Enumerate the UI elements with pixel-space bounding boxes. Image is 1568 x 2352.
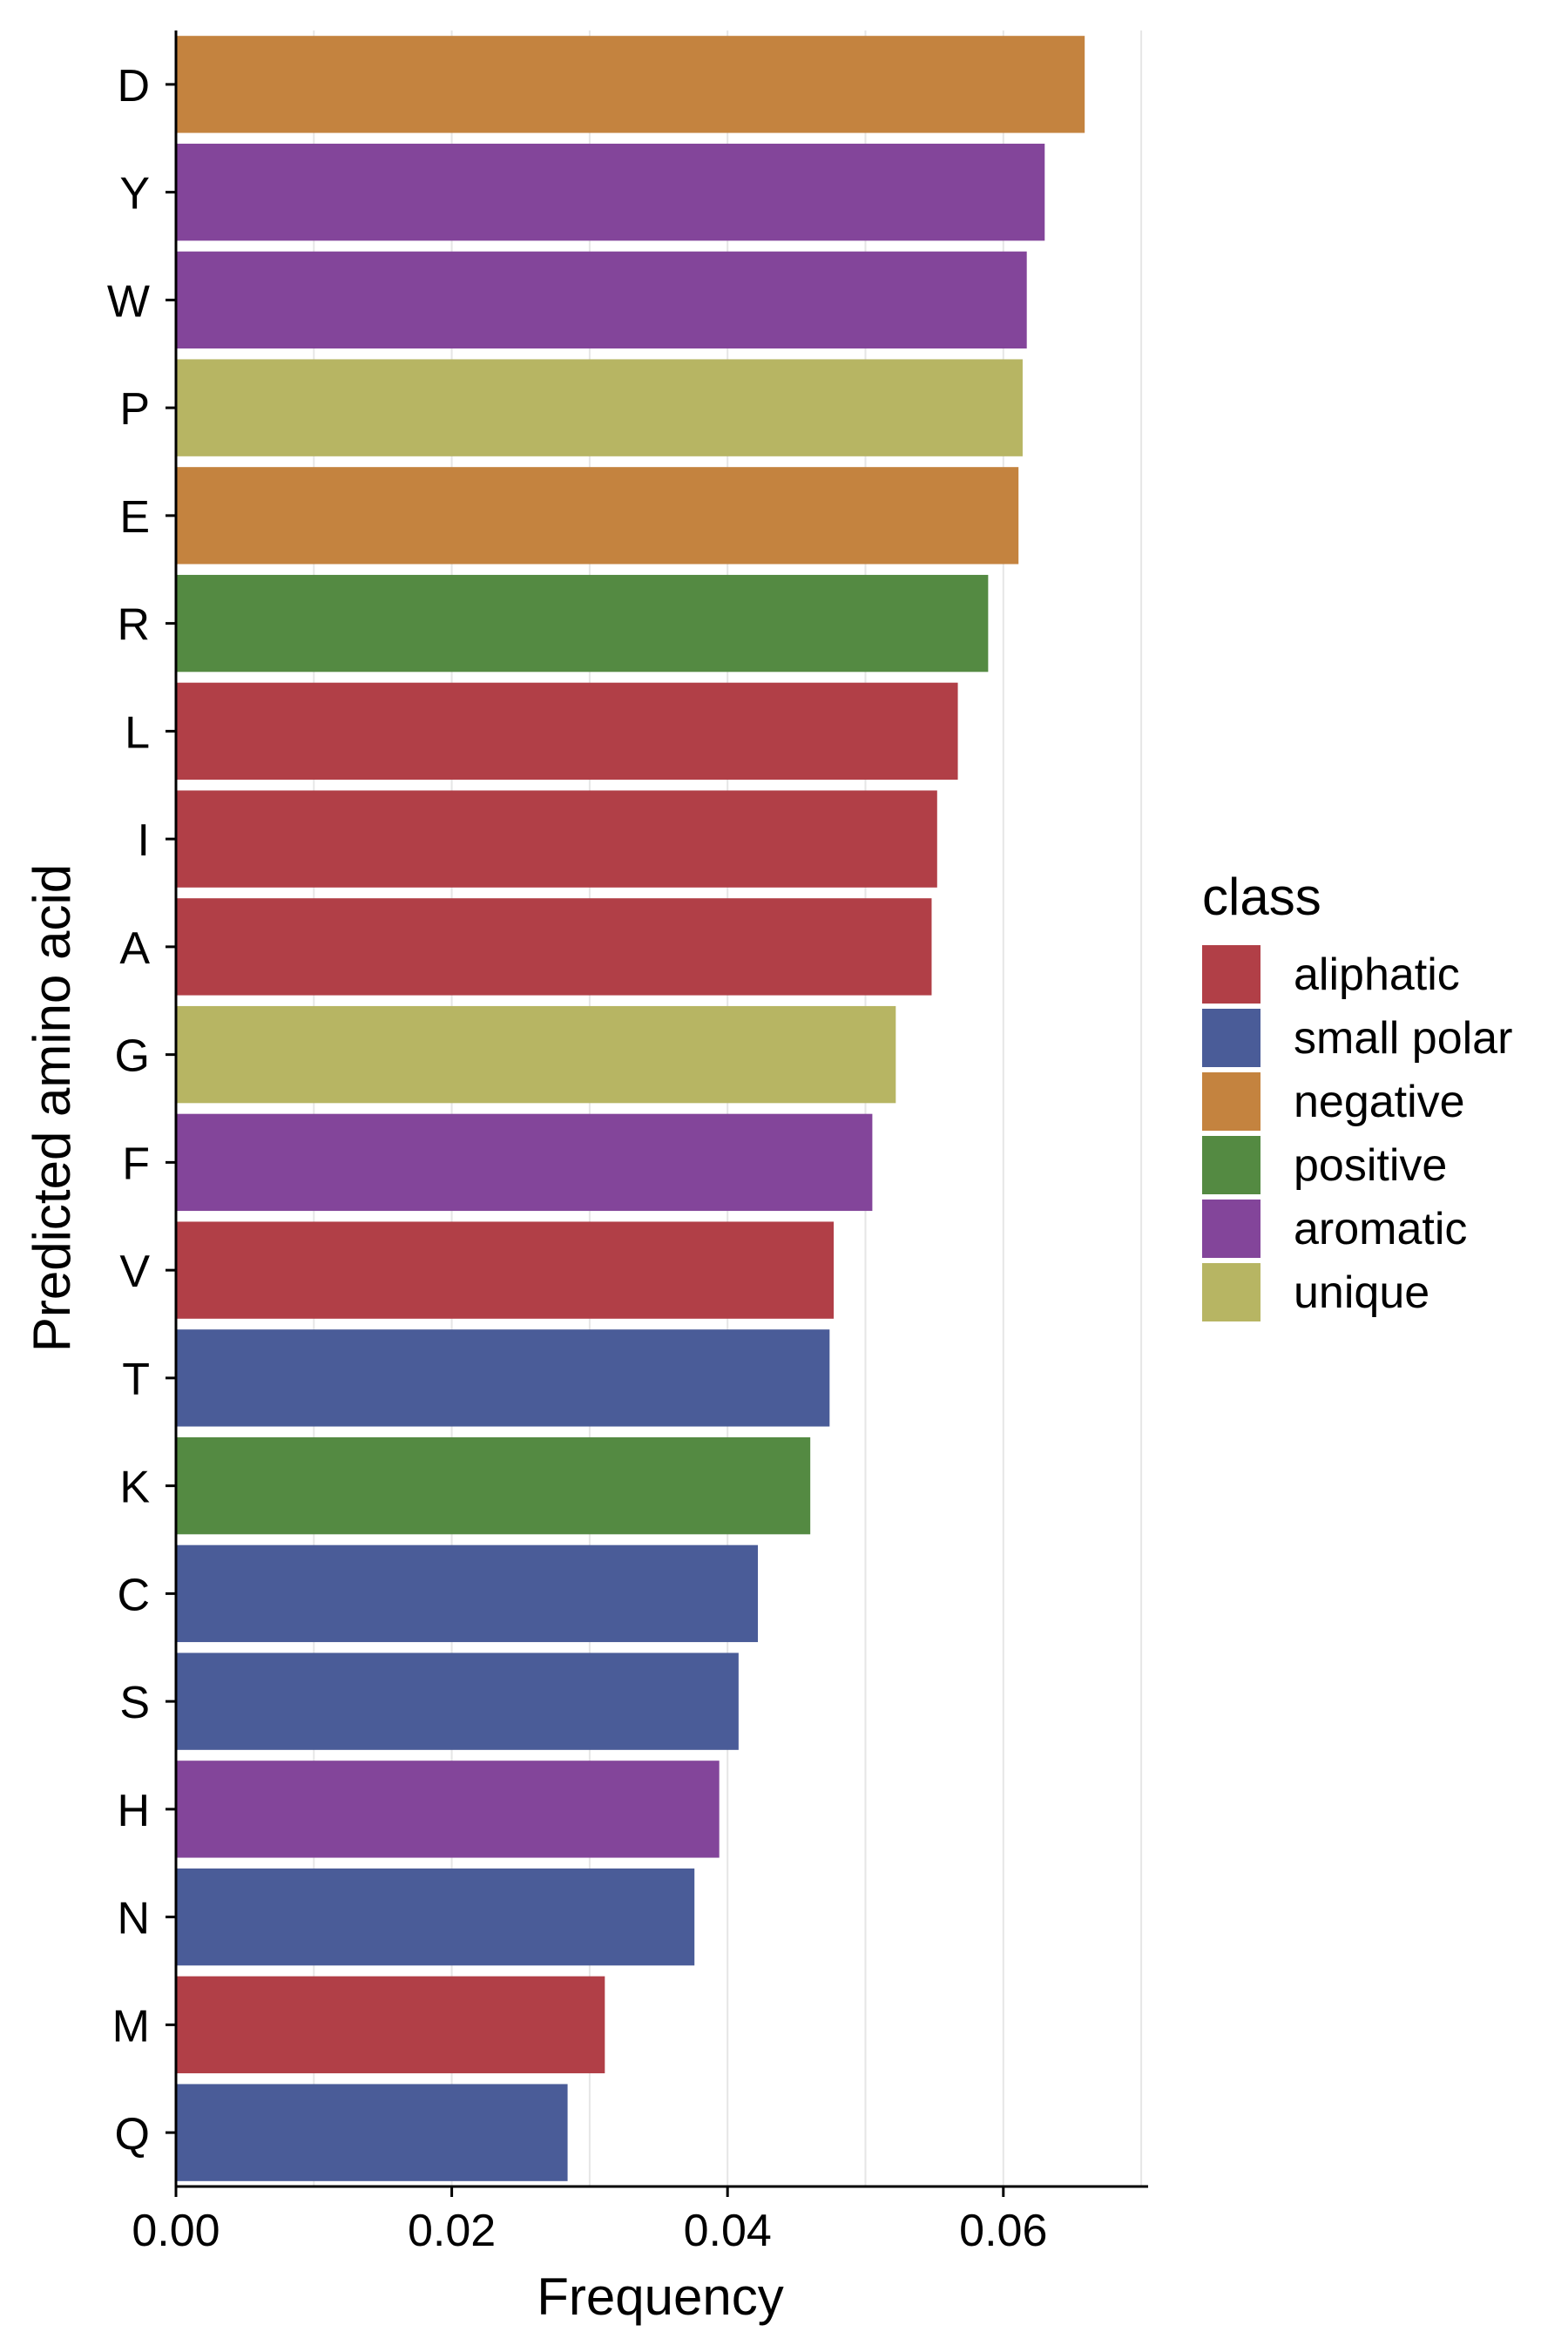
y-tick-label: F	[122, 1139, 150, 1189]
x-axis-label: Frequency	[537, 2268, 783, 2326]
legend-swatch	[1202, 945, 1260, 1004]
y-tick-label: E	[119, 492, 150, 543]
bar-L	[176, 682, 958, 781]
y-tick-label: L	[125, 707, 150, 758]
x-tick-label: 0.02	[408, 2206, 496, 2256]
y-tick-label: Q	[115, 2109, 150, 2159]
legend-swatch	[1202, 1072, 1260, 1131]
y-tick-label: C	[117, 1570, 150, 1620]
x-tick-label: 0.06	[959, 2206, 1047, 2256]
bar-M	[176, 1976, 605, 2074]
legend-label: aliphatic	[1294, 949, 1460, 1000]
grid-lines	[175, 30, 1143, 2186]
y-tick-label: V	[119, 1247, 150, 1297]
y-tick-label: A	[119, 923, 150, 974]
legend-label: negative	[1294, 1076, 1465, 1127]
bar-K	[176, 1436, 811, 1535]
legend-label: aromatic	[1294, 1203, 1468, 1254]
x-tick-label: 0.00	[132, 2206, 220, 2256]
y-tick-label: T	[122, 1355, 150, 1405]
bar-V	[176, 1221, 835, 1319]
y-tick-label: N	[117, 1894, 150, 1944]
legend-swatch	[1202, 1136, 1260, 1194]
legend-label: unique	[1294, 1267, 1430, 1318]
bar-Q	[176, 2084, 568, 2181]
y-tick-label: M	[112, 2001, 150, 2051]
bar-F	[176, 1113, 873, 1212]
bar-W	[176, 251, 1027, 349]
y-ticks: D Y W P E R L I A G F V T K C S H N M Q	[107, 61, 176, 2159]
y-tick-label: Y	[119, 169, 150, 220]
bar-R	[176, 574, 989, 672]
y-tick-label: S	[119, 1678, 150, 1728]
bar-I	[176, 790, 937, 888]
legend-label: small polar	[1294, 1012, 1513, 1064]
legend-item: aromatic	[1202, 1197, 1512, 1260]
y-tick-label: D	[117, 61, 150, 112]
legend-swatch	[1202, 1009, 1260, 1067]
x-tick-label: 0.04	[684, 2206, 772, 2256]
legend-swatch	[1202, 1200, 1260, 1258]
bar-G	[176, 1005, 896, 1104]
bar-N	[176, 1868, 695, 1966]
y-tick-label: K	[119, 1463, 150, 1513]
legend: class aliphatic small polar negative positi…	[1202, 871, 1512, 1324]
bar-P	[176, 359, 1023, 456]
x-ticks: 0.00 0.02 0.04 0.06	[132, 2186, 1047, 2256]
legend-item: small polar	[1202, 1006, 1512, 1070]
axes	[174, 30, 1148, 2188]
y-tick-label: P	[119, 384, 150, 435]
y-tick-label: I	[138, 815, 150, 866]
legend-item: unique	[1202, 1260, 1512, 1324]
bar-A	[176, 898, 932, 996]
bars	[176, 36, 1085, 2181]
y-tick-label: H	[117, 1786, 150, 1836]
y-tick-label: W	[107, 276, 150, 327]
bar-Y	[176, 143, 1045, 241]
y-tick-label: G	[115, 1031, 150, 1082]
legend-items: aliphatic small polar negative positive arom…	[1202, 943, 1512, 1324]
y-tick-label: R	[117, 600, 150, 651]
bar-S	[176, 1652, 739, 1750]
bar-E	[176, 467, 1019, 564]
y-axis-label: Predicted amino acid	[23, 864, 81, 1352]
legend-item: positive	[1202, 1133, 1512, 1197]
legend-swatch	[1202, 1263, 1260, 1321]
legend-item: negative	[1202, 1070, 1512, 1133]
bar-H	[176, 1761, 720, 1858]
legend-item: aliphatic	[1202, 943, 1512, 1006]
bar-T	[176, 1329, 830, 1427]
legend-title: class	[1202, 868, 1321, 926]
bar-C	[176, 1544, 759, 1643]
bar-D	[176, 36, 1085, 133]
legend-label: positive	[1294, 1139, 1448, 1191]
